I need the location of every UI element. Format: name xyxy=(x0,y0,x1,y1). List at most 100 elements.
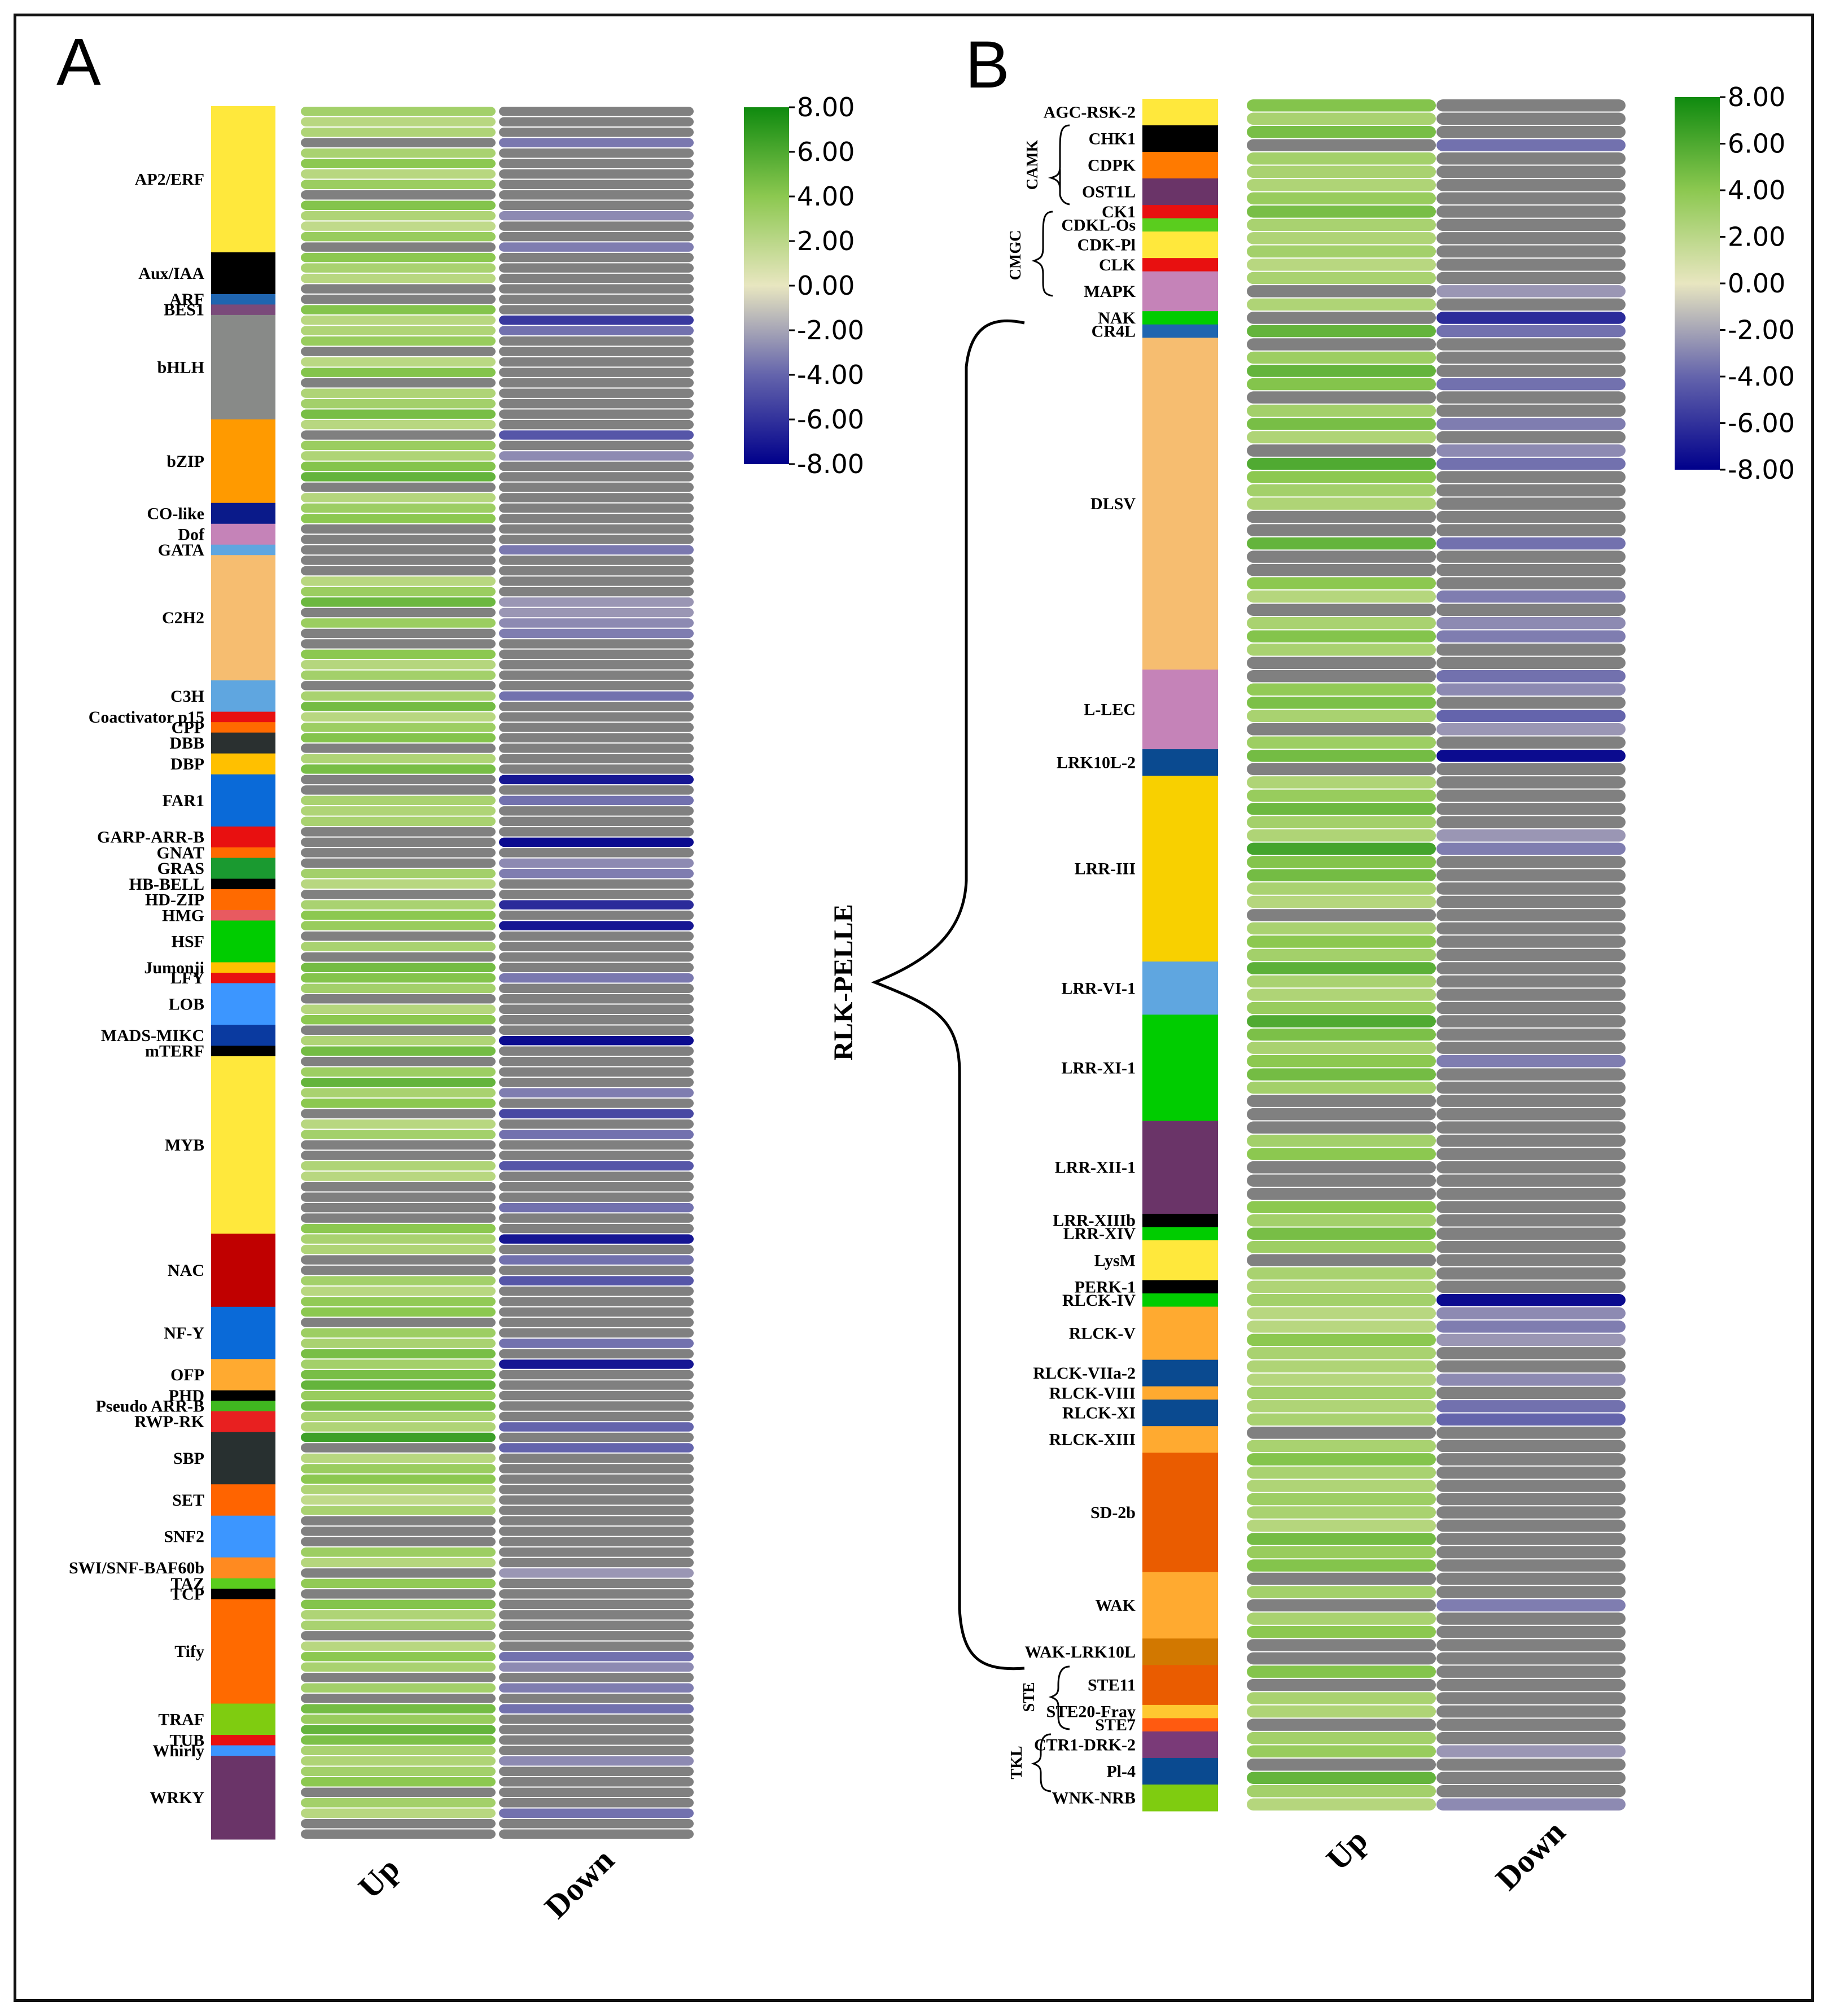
family-label: L-LEC xyxy=(1084,701,1136,719)
heat-cell-up xyxy=(301,378,496,388)
heat-cell-up xyxy=(301,1297,496,1306)
heat-cell-down xyxy=(499,159,694,168)
family-color-block xyxy=(211,826,275,848)
heat-cell-up xyxy=(301,221,496,231)
heat-cell-down xyxy=(499,1035,694,1046)
heat-cell-up xyxy=(301,1547,496,1557)
heat-cell-up xyxy=(301,1286,496,1296)
heat-cell-up xyxy=(301,1808,496,1818)
family-label: RLCK-XIII xyxy=(1049,1431,1136,1449)
heat-cell-down xyxy=(499,1359,694,1369)
heat-cell-up xyxy=(301,1244,496,1254)
heat-cell-up xyxy=(1247,895,1436,908)
heat-cell-down xyxy=(499,117,694,126)
heat-cell-up xyxy=(301,409,496,419)
family-color-block xyxy=(1142,1665,1218,1705)
family-color-block xyxy=(211,1557,275,1579)
family-color-block xyxy=(211,523,275,545)
family-label: HD-ZIP xyxy=(145,891,204,909)
heat-cell-up xyxy=(301,524,496,534)
heat-cell-up xyxy=(301,1485,496,1494)
heat-cell-up xyxy=(1247,497,1436,510)
family-label: C3H xyxy=(170,687,204,706)
heat-cell-up xyxy=(1247,550,1436,563)
heat-cell-up xyxy=(1247,1134,1436,1147)
heat-cell-down xyxy=(499,1756,694,1766)
heat-cell-down xyxy=(1436,1055,1626,1068)
family-label: Pseudo ARR-B xyxy=(95,1397,204,1416)
family-color-block xyxy=(1142,1572,1218,1639)
heat-cell-down xyxy=(499,1620,694,1630)
heat-cell-up xyxy=(301,1234,496,1244)
family-label: CDPK xyxy=(1088,156,1136,175)
heat-cell-down xyxy=(499,545,694,555)
heat-cell-down xyxy=(1436,444,1626,457)
camk-label: CAMK xyxy=(1024,139,1041,190)
family-color-block xyxy=(1142,1306,1218,1361)
heat-cell-down xyxy=(1436,1612,1626,1625)
family-label: NAK xyxy=(1098,309,1136,327)
heat-cell-up xyxy=(301,1151,496,1160)
heat-cell-up xyxy=(1247,1254,1436,1267)
heat-cell-down xyxy=(499,1798,694,1808)
heat-cell-down xyxy=(499,723,694,732)
heat-cell-down xyxy=(1436,1652,1626,1665)
heat-cell-down xyxy=(1436,590,1626,603)
heat-cell-down xyxy=(1436,351,1626,364)
family-label: CR4L xyxy=(1092,322,1136,340)
family-label: LFY xyxy=(170,969,204,987)
heat-cell-up xyxy=(301,190,496,200)
heat-cell-down xyxy=(1436,404,1626,417)
heat-cell-up xyxy=(1247,1161,1436,1174)
heat-cell-up xyxy=(301,252,496,263)
heat-cell-down xyxy=(1436,418,1626,430)
heat-cell-down xyxy=(499,816,694,826)
heat-cell-down xyxy=(499,1307,694,1317)
heat-cell-down xyxy=(1436,1519,1626,1532)
heat-cell-down xyxy=(499,1161,694,1171)
family-label: RLCK-XI xyxy=(1062,1404,1136,1423)
family-label: TCP xyxy=(170,1585,204,1603)
heat-cell-down xyxy=(499,357,694,367)
heat-cell-up xyxy=(301,1318,496,1327)
heat-cell-up xyxy=(301,837,496,847)
family-label: CLK xyxy=(1099,256,1136,274)
heat-cell-down xyxy=(499,1485,694,1494)
heat-cell-up xyxy=(301,1746,496,1756)
family-color-block xyxy=(211,858,275,880)
heat-cell-down xyxy=(1436,285,1626,298)
heat-cell-up xyxy=(301,932,496,941)
heat-cell-up xyxy=(1247,710,1436,723)
heat-cell-down xyxy=(499,148,694,158)
heat-cell-up xyxy=(1247,842,1436,855)
heat-cell-up xyxy=(1247,616,1436,629)
family-color-block xyxy=(211,304,275,316)
heat-cell-down xyxy=(499,347,694,356)
family-label: LRR-XIV xyxy=(1063,1225,1136,1243)
heat-cell-up xyxy=(1247,1772,1436,1784)
heat-cell-down xyxy=(1436,1187,1626,1200)
heat-cell-up xyxy=(1247,1068,1436,1081)
heat-cell-down xyxy=(499,1443,694,1453)
heat-cell-down xyxy=(499,1673,694,1682)
heat-cell-down xyxy=(1436,697,1626,709)
family-label: OFP xyxy=(170,1366,204,1384)
family-label: MYB xyxy=(165,1136,204,1155)
family-label: LRR-XI-1 xyxy=(1061,1059,1136,1077)
heat-cell-up xyxy=(1247,1731,1436,1744)
family-color-block xyxy=(211,753,275,775)
heat-cell-down xyxy=(1436,643,1626,656)
heat-cell-up xyxy=(301,712,496,722)
heat-cell-down xyxy=(1436,1307,1626,1320)
heat-cell-up xyxy=(301,994,496,1004)
heat-cell-up xyxy=(301,1537,496,1547)
colorbar-tick-label: -6.00 xyxy=(1728,408,1795,439)
heat-cell-up xyxy=(1247,418,1436,430)
heat-cell-down xyxy=(1436,139,1626,152)
heat-cell-down xyxy=(1436,1400,1626,1412)
heat-cell-down xyxy=(499,1568,694,1578)
panel-b-letter: B xyxy=(965,28,1010,102)
heat-cell-down xyxy=(499,1422,694,1432)
heat-cell-down xyxy=(1436,1480,1626,1492)
heat-cell-down xyxy=(1436,1599,1626,1612)
